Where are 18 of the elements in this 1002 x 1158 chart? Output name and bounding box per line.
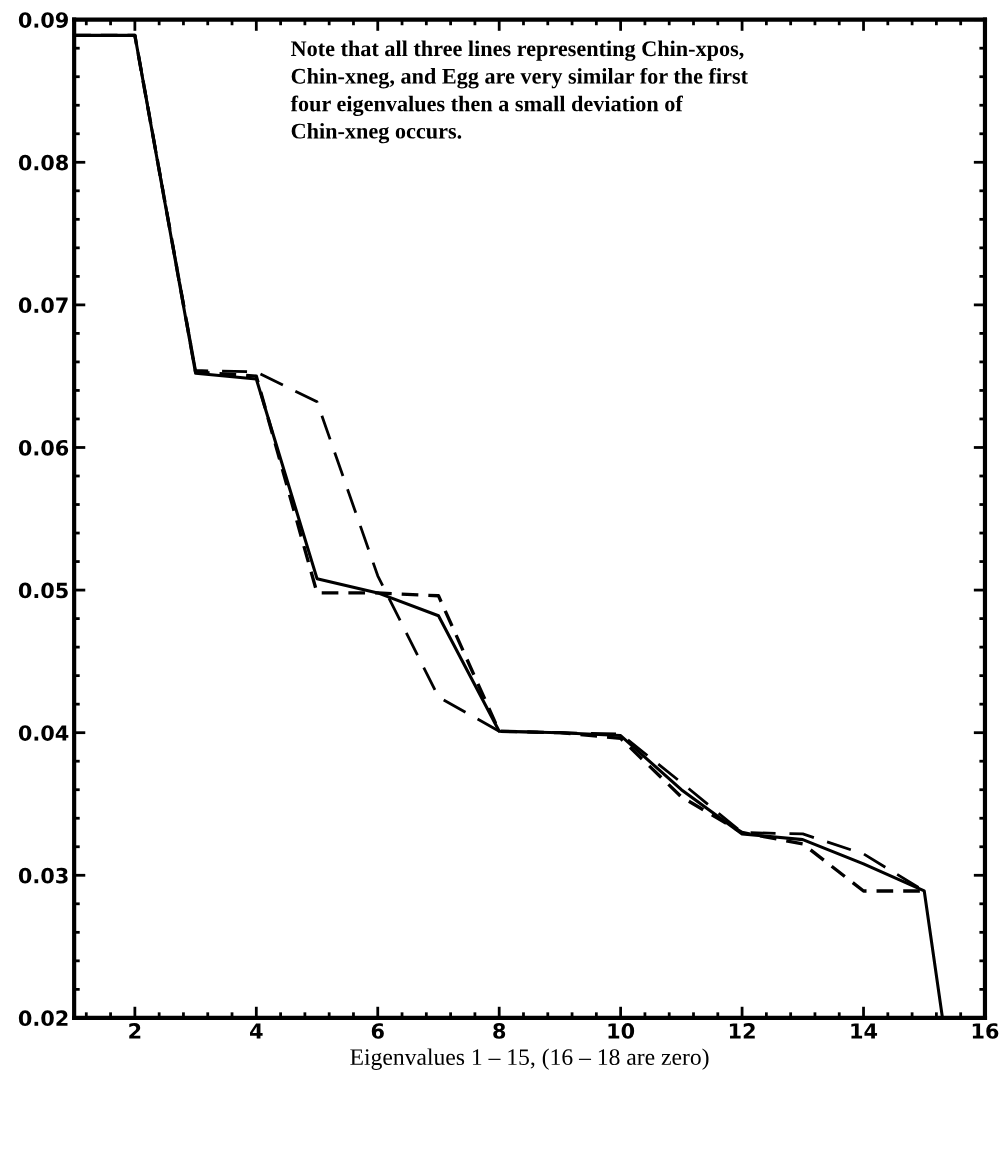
x-tick-label: 16 (972, 1023, 999, 1039)
annotation: Note that all three lines representing Chin-xpos, Chin-xneg, and Egg are very similar for the first four eigenvalues then a small deviation of Chin-xneg occurs. (290, 40, 748, 144)
y-tick-label: 0.02 (18, 1010, 68, 1027)
x-tick-label: 12 (729, 1023, 755, 1039)
x-axis-title: Eigenvalues 1 – 15, (16 – 18 are zero) (350, 1048, 709, 1070)
x-tick-label: 6 (371, 1023, 384, 1039)
x-tick-label: 4 (250, 1023, 263, 1039)
y-tick-label: 0.03 (18, 867, 68, 884)
x-tick-label: 14 (851, 1023, 878, 1039)
x-tick-label: 2 (129, 1023, 141, 1039)
y-tick-label: 0.05 (18, 582, 68, 599)
y-tick-label: 0.09 (18, 12, 68, 28)
x-tick-label: 8 (493, 1023, 506, 1039)
y-tick-label: 0.08 (18, 154, 68, 171)
y-tick-label: 0.07 (18, 297, 68, 314)
x-tick-label: 10 (608, 1023, 635, 1039)
y-tick-label: 0.06 (18, 439, 69, 456)
y-tick-label: 0.04 (18, 725, 69, 741)
